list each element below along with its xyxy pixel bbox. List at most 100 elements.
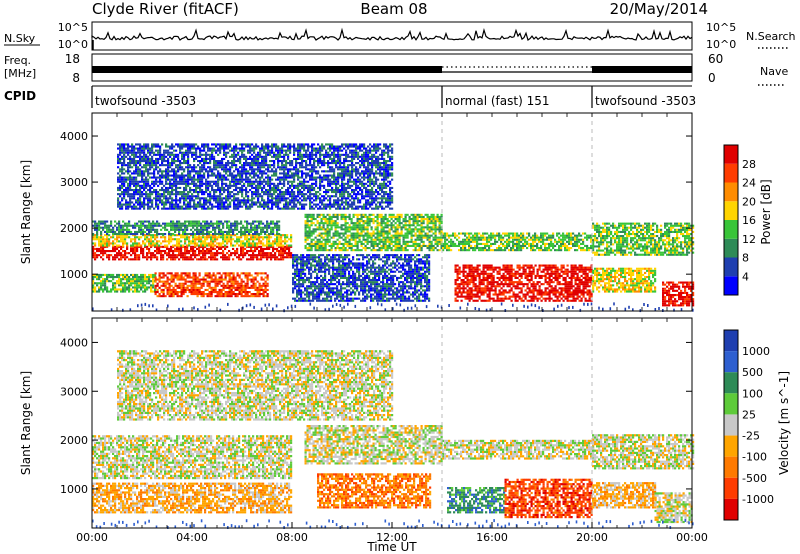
heatmap-cell: [104, 284, 106, 286]
heatmap-cell: [315, 204, 317, 206]
heatmap-cell: [230, 225, 232, 227]
heatmap-cell: [120, 246, 122, 248]
heatmap-cell: [209, 274, 211, 276]
heatmap-cell: [155, 150, 157, 152]
heatmap-cell: [104, 240, 106, 242]
heatmap-cell: [151, 166, 153, 168]
heatmap-cell: [221, 197, 223, 199]
heatmap-cell: [220, 221, 222, 223]
heatmap-cell: [132, 286, 134, 288]
heatmap-cell: [138, 278, 140, 280]
heatmap-cell: [325, 154, 327, 156]
heatmap-cell: [159, 183, 161, 185]
heatmap-cell: [303, 206, 305, 208]
heatmap-cell: [140, 223, 142, 225]
heatmap-cell: [128, 231, 130, 233]
heatmap-cell: [183, 168, 185, 170]
heatmap-cell: [261, 158, 263, 160]
heatmap-cell: [148, 221, 150, 223]
heatmap-cell: [291, 162, 293, 164]
heatmap-cell: [187, 152, 189, 154]
heatmap-cell: [166, 254, 168, 256]
heatmap-cell: [169, 201, 171, 203]
heatmap-cell: [271, 179, 273, 181]
heatmap-cell: [199, 289, 201, 291]
heatmap-cell: [131, 172, 133, 174]
heatmap-cell: [235, 287, 237, 289]
heatmap-cell: [207, 181, 209, 183]
heatmap-cell: [275, 168, 277, 170]
heatmap-cell: [235, 277, 237, 279]
heatmap-cell: [197, 175, 199, 177]
heatmap-cell: [251, 187, 253, 189]
heatmap-cell: [257, 287, 259, 289]
heatmap-cell: [229, 279, 231, 281]
heatmap-cell: [214, 256, 216, 258]
heatmap-cell: [247, 206, 249, 208]
heatmap-cell: [102, 221, 104, 223]
heatmap-cell: [249, 189, 251, 191]
heatmap-cell: [325, 206, 327, 208]
heatmap-cell: [173, 193, 175, 195]
heatmap-cell: [271, 168, 273, 170]
heatmap-cell: [94, 282, 96, 284]
heatmap-cell: [141, 158, 143, 160]
heatmap-cell: [190, 254, 192, 256]
heatmap-cell: [217, 199, 219, 201]
heatmap-cell: [223, 187, 225, 189]
heatmap-cell: [271, 160, 273, 162]
heatmap-cell: [177, 204, 179, 206]
heatmap-cell: [179, 191, 181, 193]
heatmap-cell: [159, 281, 161, 283]
heatmap-cell: [167, 187, 169, 189]
heatmap-cell: [327, 152, 329, 154]
heatmap-cell: [235, 199, 237, 201]
heatmap-cell: [275, 148, 277, 150]
heatmap-cell: [127, 191, 129, 193]
heatmap-cell: [311, 158, 313, 160]
heatmap-cell: [233, 283, 235, 285]
heatmap-cell: [179, 208, 181, 210]
heatmap-cell: [147, 158, 149, 160]
heatmap-cell: [120, 236, 122, 238]
heatmap-cell: [285, 179, 287, 181]
heatmap-cell: [317, 208, 319, 210]
heatmap-cell: [359, 156, 361, 158]
heatmap-cell: [266, 223, 268, 225]
heatmap-cell: [106, 238, 108, 240]
heatmap-cell: [297, 193, 299, 195]
heatmap-cell: [291, 177, 293, 179]
heatmap-cell: [180, 256, 182, 258]
heatmap-cell: [295, 175, 297, 177]
heatmap-cell: [245, 164, 247, 166]
heatmap-cell: [171, 289, 173, 291]
heatmap-cell: [291, 146, 293, 148]
heatmap-cell: [313, 150, 315, 152]
heatmap-cell: [217, 172, 219, 174]
heatmap-cell: [119, 177, 121, 179]
heatmap-cell: [211, 204, 213, 206]
heatmap-cell: [220, 245, 222, 247]
heatmap-cell: [221, 185, 223, 187]
heatmap-cell: [128, 280, 130, 282]
heatmap-cell: [171, 162, 173, 164]
heatmap-cell: [317, 148, 319, 150]
heatmap-cell: [213, 175, 215, 177]
heatmap-cell: [347, 208, 349, 210]
heatmap-cell: [227, 283, 229, 285]
heatmap-cell: [179, 181, 181, 183]
heatmap-cell: [154, 245, 156, 247]
heatmap-cell: [321, 160, 323, 162]
nave-right-tick-top: 60: [708, 52, 723, 66]
heatmap-cell: [293, 185, 295, 187]
heatmap-cell: [130, 250, 132, 252]
heatmap-cell: [153, 152, 155, 154]
heatmap-cell: [295, 197, 297, 199]
heatmap-cell: [361, 191, 363, 193]
heatmap-cell: [307, 175, 309, 177]
heatmap-cell: [167, 175, 169, 177]
heatmap-cell: [335, 148, 337, 150]
heatmap-cell: [140, 250, 142, 252]
heatmap-cell: [259, 185, 261, 187]
heatmap-cell: [347, 179, 349, 181]
